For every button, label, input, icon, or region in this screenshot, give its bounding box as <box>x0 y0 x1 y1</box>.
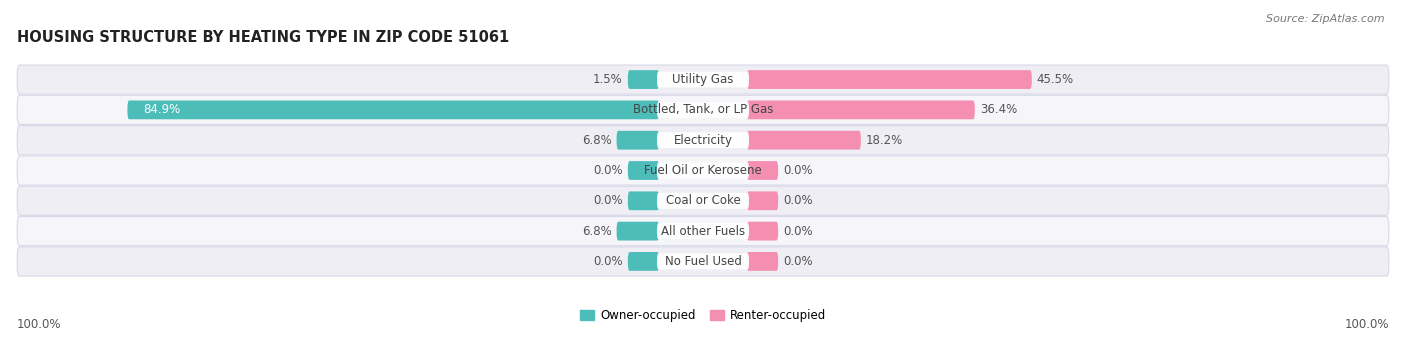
Text: 0.0%: 0.0% <box>593 255 623 268</box>
Text: 0.0%: 0.0% <box>783 194 813 207</box>
FancyBboxPatch shape <box>17 95 1389 124</box>
FancyBboxPatch shape <box>657 72 749 88</box>
Text: 6.8%: 6.8% <box>582 225 612 238</box>
FancyBboxPatch shape <box>17 247 1389 276</box>
FancyBboxPatch shape <box>17 156 1389 185</box>
Text: 0.0%: 0.0% <box>783 225 813 238</box>
Text: 0.0%: 0.0% <box>593 194 623 207</box>
Text: 18.2%: 18.2% <box>866 134 903 147</box>
Text: No Fuel Used: No Fuel Used <box>665 255 741 268</box>
Text: 6.8%: 6.8% <box>582 134 612 147</box>
Legend: Owner-occupied, Renter-occupied: Owner-occupied, Renter-occupied <box>579 309 827 322</box>
FancyBboxPatch shape <box>628 252 659 271</box>
Text: 45.5%: 45.5% <box>1036 73 1074 86</box>
FancyBboxPatch shape <box>17 65 1389 94</box>
FancyBboxPatch shape <box>617 131 659 150</box>
Text: Bottled, Tank, or LP Gas: Bottled, Tank, or LP Gas <box>633 103 773 116</box>
FancyBboxPatch shape <box>657 223 749 239</box>
Text: 84.9%: 84.9% <box>143 103 180 116</box>
FancyBboxPatch shape <box>747 252 778 271</box>
FancyBboxPatch shape <box>657 132 749 148</box>
FancyBboxPatch shape <box>17 217 1389 246</box>
FancyBboxPatch shape <box>17 186 1389 216</box>
Text: HOUSING STRUCTURE BY HEATING TYPE IN ZIP CODE 51061: HOUSING STRUCTURE BY HEATING TYPE IN ZIP… <box>17 30 509 45</box>
FancyBboxPatch shape <box>747 222 778 240</box>
Text: 36.4%: 36.4% <box>980 103 1017 116</box>
FancyBboxPatch shape <box>628 70 659 89</box>
FancyBboxPatch shape <box>657 253 749 269</box>
Text: 100.0%: 100.0% <box>1344 318 1389 331</box>
Text: 1.5%: 1.5% <box>593 73 623 86</box>
FancyBboxPatch shape <box>628 191 659 210</box>
Text: Source: ZipAtlas.com: Source: ZipAtlas.com <box>1267 14 1385 24</box>
FancyBboxPatch shape <box>747 161 778 180</box>
Text: 0.0%: 0.0% <box>783 164 813 177</box>
Text: All other Fuels: All other Fuels <box>661 225 745 238</box>
Text: 100.0%: 100.0% <box>17 318 62 331</box>
FancyBboxPatch shape <box>17 125 1389 155</box>
FancyBboxPatch shape <box>747 131 860 150</box>
Text: 0.0%: 0.0% <box>593 164 623 177</box>
Text: Fuel Oil or Kerosene: Fuel Oil or Kerosene <box>644 164 762 177</box>
FancyBboxPatch shape <box>747 101 974 119</box>
FancyBboxPatch shape <box>657 102 749 118</box>
FancyBboxPatch shape <box>628 161 659 180</box>
FancyBboxPatch shape <box>747 70 1032 89</box>
Text: Electricity: Electricity <box>673 134 733 147</box>
Text: Coal or Coke: Coal or Coke <box>665 194 741 207</box>
Text: 0.0%: 0.0% <box>783 255 813 268</box>
Text: Utility Gas: Utility Gas <box>672 73 734 86</box>
FancyBboxPatch shape <box>128 101 659 119</box>
FancyBboxPatch shape <box>657 193 749 209</box>
FancyBboxPatch shape <box>747 191 778 210</box>
FancyBboxPatch shape <box>617 222 659 240</box>
FancyBboxPatch shape <box>657 163 749 178</box>
